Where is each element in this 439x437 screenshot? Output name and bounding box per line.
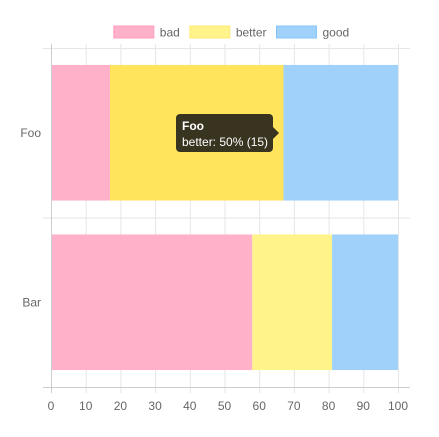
legend-label-good: good xyxy=(323,26,350,40)
x-tick-label: 80 xyxy=(322,399,336,413)
legend-swatch-good xyxy=(276,25,318,39)
x-tick-label: 30 xyxy=(148,399,162,413)
x-tick-label: 20 xyxy=(114,399,128,413)
x-tick-label: 40 xyxy=(183,399,197,413)
tooltip-caret xyxy=(273,127,279,139)
tooltip-title: Foo xyxy=(182,119,204,133)
x-tick-label: 60 xyxy=(253,399,267,413)
bar-good-foo xyxy=(283,64,398,201)
x-tick-label: 100 xyxy=(388,399,408,413)
x-tick-label: 0 xyxy=(48,399,55,413)
bar-bad-bar xyxy=(51,234,253,371)
tooltip-body: better: 50% (15) xyxy=(182,135,268,149)
legend-swatch-bad xyxy=(113,25,155,39)
axes: 0 10 20 30 40 50 60 70 80 90 100 Foo Bar xyxy=(20,44,410,413)
legend-label-bad: bad xyxy=(160,26,180,40)
y-tick-label-bar: Bar xyxy=(22,295,41,309)
x-tick-label: 90 xyxy=(357,399,371,413)
legend-label-better: better xyxy=(236,26,267,40)
x-tick-label: 10 xyxy=(79,399,93,413)
tooltip-box xyxy=(176,114,273,152)
x-tick-label: 50 xyxy=(218,399,232,413)
y-tick-label-foo: Foo xyxy=(20,126,41,140)
bars xyxy=(51,64,398,371)
tooltip: Foo better: 50% (15) xyxy=(176,114,279,152)
legend: bad better good xyxy=(113,25,350,40)
bar-good-bar xyxy=(332,234,398,371)
bar-better-bar xyxy=(252,234,333,371)
x-tick-label: 70 xyxy=(287,399,301,413)
legend-swatch-better xyxy=(189,25,231,39)
bar-bad-foo xyxy=(51,64,110,201)
